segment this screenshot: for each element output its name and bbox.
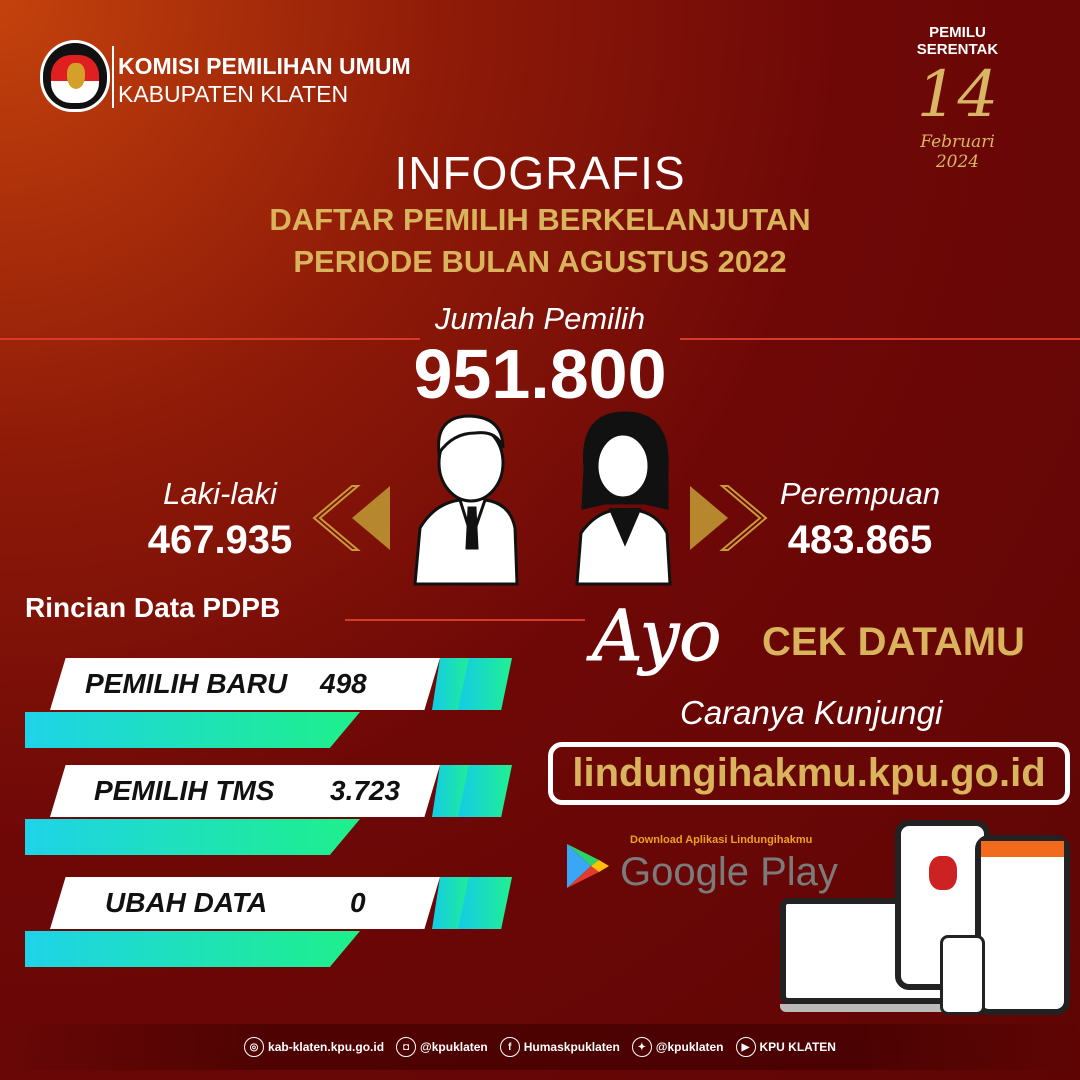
chevron-right-icon bbox=[690, 485, 768, 551]
footer-youtube[interactable]: ▶ KPU KLATEN bbox=[735, 1037, 836, 1057]
badge-month: Februari bbox=[920, 132, 995, 152]
item-value: 498 bbox=[320, 668, 367, 699]
footer-twitter[interactable]: ✦ @kpuklaten bbox=[631, 1037, 724, 1057]
item-label: UBAH DATA bbox=[105, 887, 268, 918]
org-region: KABUPATEN KLATEN bbox=[118, 81, 349, 107]
bar-base bbox=[25, 712, 360, 748]
badge-line2: SERENTAK bbox=[916, 41, 999, 58]
google-play-link[interactable]: Google Play bbox=[620, 850, 838, 894]
bar-base bbox=[25, 819, 360, 855]
gp-caption: Download Aplikasi Lindungihakmu bbox=[630, 834, 813, 846]
title: INFOGRAFIS bbox=[394, 147, 686, 199]
female-value: 483.865 bbox=[787, 518, 933, 562]
item-label: PEMILIH TMS bbox=[94, 775, 275, 806]
footer-instagram[interactable]: ◘ @kpuklaten bbox=[396, 1037, 488, 1057]
rincian-item: PEMILIH BARU 498 bbox=[50, 658, 440, 710]
pemilu-badge: PEMILU SERENTAK 14 Februari 2024 bbox=[895, 24, 1020, 172]
badge-day: 14 bbox=[916, 58, 999, 132]
instagram-icon: ◘ bbox=[396, 1037, 417, 1057]
globe-icon: ◎ bbox=[244, 1037, 265, 1057]
total-label: Jumlah Pemilih bbox=[434, 301, 646, 336]
bar-stripe bbox=[458, 658, 512, 710]
footer-website[interactable]: ◎ kab-klaten.kpu.go.id bbox=[244, 1037, 384, 1057]
rincian-item: UBAH DATA 0 bbox=[50, 877, 440, 929]
footer-text: @kpuklaten bbox=[655, 1040, 724, 1054]
item-value: 3.723 bbox=[330, 775, 401, 806]
footer-text: @kpuklaten bbox=[420, 1040, 488, 1054]
facebook-icon: f bbox=[499, 1037, 520, 1057]
footer-text: KPU KLATEN bbox=[759, 1040, 836, 1054]
divider bbox=[112, 46, 114, 108]
voters-illustration bbox=[413, 411, 672, 586]
phone-mockup-small bbox=[940, 935, 985, 1015]
google-play-icon bbox=[567, 844, 609, 888]
twitter-icon: ✦ bbox=[631, 1037, 652, 1057]
bar-base bbox=[25, 931, 360, 967]
footer: ◎ kab-klaten.kpu.go.id ◘ @kpuklaten f Humas… bbox=[0, 1024, 1080, 1070]
footer-text: Humaskpuklaten bbox=[523, 1040, 620, 1054]
subtitle-1: DAFTAR PEMILIH BERKELANJUTAN bbox=[269, 202, 811, 237]
item-value: 0 bbox=[350, 887, 366, 918]
badge-year: 2024 bbox=[935, 152, 980, 172]
subtitle-2: PERIODE BULAN AGUSTUS 2022 bbox=[293, 244, 787, 279]
footer-text: kab-klaten.kpu.go.id bbox=[268, 1040, 385, 1054]
chevron-left-icon bbox=[312, 485, 390, 551]
caranya-kunjungi: Caranya Kunjungi bbox=[680, 694, 943, 731]
kpu-logo bbox=[40, 40, 110, 112]
male-value: 467.935 bbox=[147, 518, 293, 562]
youtube-icon: ▶ bbox=[735, 1037, 756, 1057]
website-link[interactable]: lindungihakmu.kpu.go.id bbox=[548, 742, 1070, 805]
rincian-title: Rincian Data PDPB bbox=[25, 592, 281, 623]
ayo-script: Ayo bbox=[591, 595, 722, 677]
bar-stripe bbox=[458, 877, 512, 929]
item-label: PEMILIH BARU bbox=[85, 668, 288, 699]
divider-left bbox=[0, 338, 420, 340]
badge-line1: PEMILU bbox=[929, 24, 986, 41]
phone-mockup bbox=[975, 835, 1070, 1015]
divider-right bbox=[680, 338, 1080, 340]
footer-facebook[interactable]: f Humaskpuklaten bbox=[499, 1037, 620, 1057]
male-figure-icon bbox=[413, 414, 519, 586]
org-name: KOMISI PEMILIHAN UMUM bbox=[118, 53, 411, 79]
bar-stripe bbox=[458, 765, 512, 817]
male-label: Laki-laki bbox=[163, 476, 277, 511]
cek-datamu: CEK DATAMU bbox=[762, 620, 1025, 664]
female-figure-icon bbox=[575, 411, 672, 586]
rincian-divider bbox=[345, 619, 585, 621]
rincian-item: PEMILIH TMS 3.723 bbox=[50, 765, 440, 817]
female-label: Perempuan bbox=[779, 476, 941, 511]
total-value: 951.800 bbox=[413, 335, 667, 413]
